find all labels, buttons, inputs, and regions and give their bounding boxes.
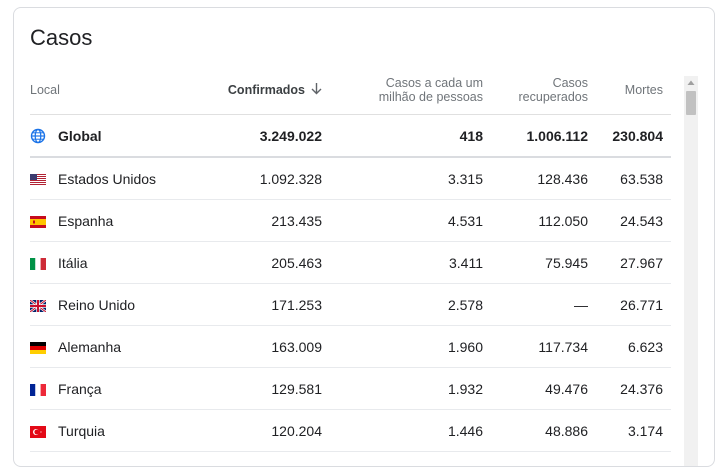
table-row[interactable]: Alemanha 163.009 1.960 117.734 6.623 (30, 326, 671, 368)
country-name: Alemanha (58, 338, 122, 355)
es-flag-icon (30, 215, 46, 228)
per-million-value: 4.531 (447, 212, 483, 229)
confirmed-value: 213.435 (271, 212, 322, 229)
deaths-value: 3.174 (627, 422, 663, 439)
deaths-value: 63.538 (620, 170, 663, 187)
deaths-value: 24.376 (620, 380, 663, 397)
confirmed-value: 171.253 (271, 296, 322, 313)
header-recovered-line2: recuperados (518, 90, 589, 104)
per-million-value: 3.411 (449, 254, 483, 271)
table-row[interactable]: França 129.581 1.932 49.476 24.376 (30, 368, 671, 410)
fr-flag-icon (30, 383, 46, 396)
global-recovered: 1.006.112 (526, 127, 588, 144)
country-name: Espanha (58, 212, 114, 229)
global-confirmed: 3.249.022 (259, 127, 322, 144)
header-recovered[interactable]: Casos recuperados (483, 76, 589, 104)
recovered-value: 117.734 (538, 338, 588, 355)
global-row[interactable]: Global 3.249.022 418 1.006.112 230.804 (30, 115, 671, 158)
recovered-value: 128.436 (537, 170, 588, 187)
card-title: Casos (30, 25, 93, 50)
deaths-value: 27.967 (620, 254, 663, 271)
tr-flag-icon (30, 425, 46, 438)
cases-table: Local Confirmados Casos a cada um milhão… (29, 66, 671, 452)
table-row[interactable]: Espanha 213.435 4.531 112.050 24.543 (30, 200, 671, 242)
country-name: Turquia (58, 422, 105, 439)
table-row[interactable]: Itália 205.463 3.411 75.945 27.967 (30, 242, 671, 284)
table-row[interactable]: Turquia 120.204 1.446 48.886 3.174 (30, 410, 671, 452)
recovered-value: 49.476 (545, 380, 588, 397)
per-million-value: 1.446 (447, 422, 483, 439)
deaths-value: 26.771 (620, 296, 663, 313)
country-name: França (58, 380, 102, 397)
globe-icon (30, 128, 46, 144)
header-recovered-line1: Casos (552, 76, 588, 90)
vertical-scrollbar[interactable] (684, 76, 698, 466)
deaths-value: 6.623 (627, 338, 663, 355)
header-local[interactable]: Local (30, 83, 60, 97)
header-per-million-line2: milhão de pessoas (378, 90, 483, 104)
confirmed-value: 129.581 (271, 380, 322, 397)
header-per-million[interactable]: Casos a cada um milhão de pessoas (322, 76, 483, 104)
confirmed-value: 163.009 (271, 338, 322, 355)
recovered-value: — (574, 296, 588, 313)
country-name: Reino Unido (58, 296, 136, 313)
table-header: Local Confirmados Casos a cada um milhão… (30, 66, 671, 115)
table-row[interactable]: Estados Unidos 1.092.328 3.315 128.436 6… (30, 158, 671, 200)
it-flag-icon (30, 257, 46, 270)
country-name: Estados Unidos (58, 170, 157, 187)
per-million-value: 2.578 (447, 296, 483, 313)
confirmed-value: 1.092.328 (259, 170, 322, 187)
global-deaths: 230.804 (612, 127, 663, 144)
country-name: Itália (58, 254, 88, 271)
confirmed-value: 205.463 (271, 254, 322, 271)
cases-card: Casos Local Confirmados Casos a cada um … (13, 7, 715, 467)
de-flag-icon (30, 341, 46, 354)
recovered-value: 48.886 (545, 422, 588, 439)
per-million-value: 3.315 (447, 170, 483, 187)
uk-flag-icon (29, 298, 47, 313)
scroll-thumb[interactable] (686, 91, 696, 115)
header-deaths[interactable]: Mortes (624, 83, 663, 97)
global-per-million: 418 (459, 127, 483, 144)
arrow-down-icon (311, 82, 322, 98)
recovered-value: 112.050 (538, 212, 588, 229)
us-flag-icon (30, 173, 46, 186)
table-row[interactable]: Reino Unido 171.253 2.578 — 26.771 (29, 284, 671, 326)
deaths-value: 24.543 (620, 212, 663, 229)
header-confirmed-label: Confirmados (227, 83, 305, 97)
per-million-value: 1.932 (447, 380, 483, 397)
header-confirmed[interactable]: Confirmados (200, 82, 322, 98)
confirmed-value: 120.204 (271, 422, 322, 439)
global-name: Global (58, 127, 102, 144)
per-million-value: 1.960 (447, 338, 483, 355)
scroll-up-icon[interactable] (684, 76, 698, 90)
recovered-value: 75.945 (545, 254, 588, 271)
header-per-million-line1: Casos a cada um (385, 76, 483, 90)
